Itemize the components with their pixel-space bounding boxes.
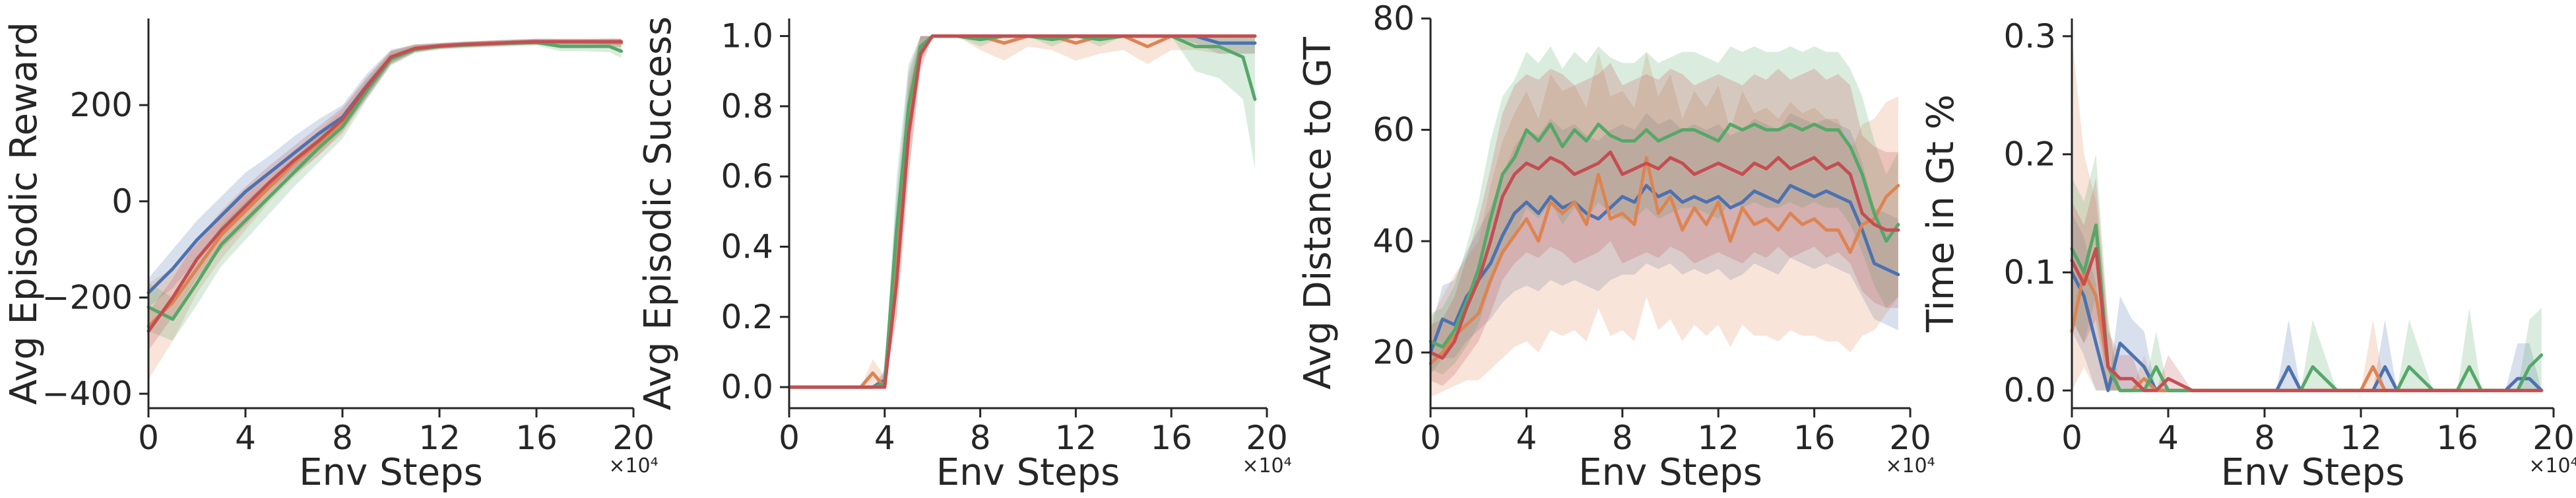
x-tick-label: 0 xyxy=(138,419,159,457)
subplot-4: 0 4 8 12 16 20 0.0 0.1 0.2 0.3 Env Steps ×10⁴ Time i… xyxy=(1919,17,2576,494)
y-axis-label: Avg Episodic Reward xyxy=(3,22,46,405)
x-multiplier-label: ×10⁴ xyxy=(1242,454,1291,478)
x-tick-label: 16 xyxy=(1793,419,1836,457)
x-tick-label: 12 xyxy=(2340,419,2382,457)
series-line-4 xyxy=(787,34,1257,389)
confidence-band-1 xyxy=(789,36,1255,388)
x-tick-label: 12 xyxy=(418,419,461,457)
series-line-2 xyxy=(1429,156,1900,366)
series-line-2 xyxy=(146,40,624,328)
x-axis-label: Env Steps xyxy=(1578,451,1762,494)
series-line-4 xyxy=(146,40,624,333)
x-axis-label: Env Steps xyxy=(936,451,1120,494)
confidence-band-4 xyxy=(1431,63,1898,386)
y-tick-label: 20 xyxy=(1372,334,1415,372)
confidence-band-2 xyxy=(1431,52,1898,398)
y-tick-label: 0.4 xyxy=(721,227,773,266)
x-multiplier-label: ×10⁴ xyxy=(2528,454,2576,478)
y-tick-label: 60 xyxy=(1372,111,1415,149)
y-axis-label: Time in Gt % xyxy=(1919,94,1962,333)
y-tick-label: 1.0 xyxy=(721,17,773,55)
y-tick-label: 0.0 xyxy=(2003,371,2056,409)
x-tick-label: 20 xyxy=(2532,419,2575,457)
confidence-band-4 xyxy=(2072,178,2542,391)
x-tick-label: 12 xyxy=(1055,419,1097,457)
confidence-band-3 xyxy=(148,40,622,341)
x-axis-label: Env Steps xyxy=(299,451,483,494)
series-line-1 xyxy=(1429,184,1900,355)
series-line-3 xyxy=(1429,122,1900,349)
x-tick-label: 8 xyxy=(332,419,353,457)
x-tick-label: 16 xyxy=(2436,419,2478,457)
x-tick-label: 12 xyxy=(1697,419,1739,457)
series-line-3 xyxy=(787,34,1257,389)
x-tick-label: 8 xyxy=(2254,419,2275,457)
y-tick-label: 0 xyxy=(112,182,133,221)
confidence-band-2 xyxy=(789,36,1255,388)
series-line-4 xyxy=(2070,247,2544,392)
x-tick-label: 0 xyxy=(1420,419,1441,457)
y-tick-label: 0.6 xyxy=(721,157,773,196)
x-tick-label: 0 xyxy=(2061,419,2082,457)
confidence-band-3 xyxy=(789,36,1255,388)
x-tick-label: 16 xyxy=(515,419,558,457)
x-tick-label: 16 xyxy=(1150,419,1192,457)
confidence-band-4 xyxy=(789,36,1255,388)
x-axis-label: Env Steps xyxy=(2221,451,2405,494)
x-tick-label: 20 xyxy=(1889,419,1931,457)
x-tick-label: 8 xyxy=(1612,419,1633,457)
confidence-band-1 xyxy=(2072,213,2542,391)
y-tick-label: 0.1 xyxy=(2003,253,2056,291)
y-tick-label: 0.0 xyxy=(721,368,773,406)
x-tick-label: 20 xyxy=(612,419,655,457)
x-tick-label: 4 xyxy=(2158,419,2179,457)
x-tick-label: 0 xyxy=(779,419,800,457)
x-tick-label: 4 xyxy=(1516,419,1537,457)
x-tick-label: 8 xyxy=(970,419,991,457)
series-line-2 xyxy=(787,34,1257,389)
y-tick-label: 0.3 xyxy=(2003,17,2056,55)
y-tick-label: 40 xyxy=(1372,222,1415,260)
x-multiplier-label: ×10⁴ xyxy=(1885,454,1935,478)
subplot-2: 0 4 8 12 16 20 0.0 0.2 0.4 0.6 0.8 1.0 Env Steps ×10⁴… xyxy=(637,17,1292,494)
y-tick-label: 200 xyxy=(70,86,133,124)
y-tick-label: 0.2 xyxy=(2003,135,2056,174)
y-tick-label: 0.2 xyxy=(721,298,773,336)
subplot-3: 0 4 8 12 16 20 20 40 60 80 Env Steps ×10⁴ Avg Distan… xyxy=(1297,0,1935,494)
y-axis-label: Avg Distance to GT xyxy=(1297,36,1339,390)
x-tick-label: 20 xyxy=(1246,419,1288,457)
confidence-band-1 xyxy=(1431,113,1898,375)
series-line-3 xyxy=(146,40,624,321)
y-axis-label: Avg Episodic Success xyxy=(637,17,680,411)
y-tick-label: 0.8 xyxy=(721,87,773,125)
x-multiplier-label: ×10⁴ xyxy=(608,454,658,478)
y-tick-label: −200 xyxy=(42,278,133,316)
y-tick-label: −400 xyxy=(42,374,133,413)
subplot-1: 0 4 8 12 16 20 −400 −200 0 200 Env Steps ×10⁴ Avg Ep… xyxy=(3,18,659,494)
x-tick-label: 4 xyxy=(874,419,895,457)
y-tick-label: 80 xyxy=(1372,0,1415,38)
x-tick-label: 4 xyxy=(235,419,256,457)
series-line-1 xyxy=(787,34,1257,389)
confidence-band-4 xyxy=(148,38,622,351)
series-line-4 xyxy=(1429,150,1900,360)
